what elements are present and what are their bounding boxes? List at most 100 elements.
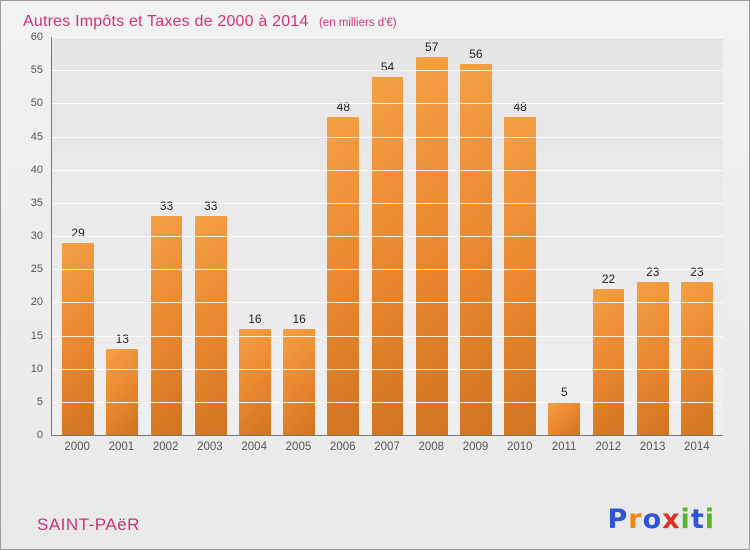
x-tick-label: 2010 bbox=[506, 441, 533, 453]
gridline bbox=[52, 269, 723, 271]
y-tick-label: 5 bbox=[36, 395, 43, 408]
bar-slot: 22 bbox=[586, 37, 630, 435]
x-tick-label: 2008 bbox=[418, 441, 445, 453]
bar-slot: 33 bbox=[189, 37, 233, 435]
y-tick-label: 25 bbox=[30, 263, 43, 276]
bar bbox=[460, 63, 492, 435]
y-tick-label: 60 bbox=[30, 31, 43, 43]
bar-value-label: 57 bbox=[425, 39, 439, 54]
bar bbox=[194, 216, 227, 435]
bar-value-label: 13 bbox=[115, 331, 129, 346]
x-tick-label: 2013 bbox=[639, 441, 666, 453]
logo-letter: i bbox=[680, 504, 691, 535]
logo-letter: P bbox=[607, 504, 629, 535]
y-tick-label: 55 bbox=[30, 64, 43, 77]
bar-value-label: 22 bbox=[601, 272, 616, 287]
gridline bbox=[52, 70, 723, 72]
x-tick-label: 2004 bbox=[241, 441, 267, 453]
bar-value-label: 56 bbox=[469, 46, 483, 61]
gridline bbox=[52, 169, 723, 171]
y-tick-label: 20 bbox=[30, 296, 43, 309]
x-tick-label: 2006 bbox=[329, 441, 356, 453]
bar bbox=[681, 282, 713, 435]
bar-value-label: 33 bbox=[159, 199, 174, 214]
chart-header: Autres Impôts et Taxes de 2000 à 2014 (e… bbox=[1, 1, 749, 31]
bar-value-label: 16 bbox=[292, 311, 306, 326]
y-tick-label: 50 bbox=[30, 97, 43, 110]
gridline bbox=[52, 37, 723, 38]
bar bbox=[415, 56, 448, 435]
gridline bbox=[52, 236, 723, 237]
bar-slot: 56 bbox=[454, 37, 498, 435]
chart-footer: SAINT-PAëR Proxiti bbox=[1, 504, 749, 535]
bar-slot: 16 bbox=[277, 37, 321, 435]
logo-letter: i bbox=[704, 504, 715, 535]
bar-slot: 23 bbox=[675, 37, 719, 435]
y-axis: 0 5 10 15 20 25 30 35 40 45 50 55 60 bbox=[17, 31, 51, 441]
y-tick-label: 10 bbox=[30, 362, 43, 375]
chart-title: Autres Impôts et Taxes de 2000 à 2014 bbox=[23, 13, 309, 30]
bar bbox=[327, 116, 360, 435]
bar-value-label: 48 bbox=[336, 99, 350, 114]
x-tick-label: 2011 bbox=[551, 441, 577, 453]
bar-slot: 23 bbox=[631, 37, 675, 435]
x-tick-label: 2001 bbox=[108, 441, 135, 453]
x-tick-label: 2003 bbox=[197, 441, 223, 453]
bar bbox=[504, 116, 537, 435]
bar-value-label: 54 bbox=[380, 59, 395, 74]
bar bbox=[239, 328, 271, 435]
x-tick-label: 2000 bbox=[64, 441, 90, 453]
bar-slot: 5 bbox=[542, 37, 586, 435]
logo-letter: o bbox=[642, 504, 663, 535]
bar-value-label: 23 bbox=[646, 265, 660, 280]
bar-slot: 13 bbox=[100, 37, 144, 435]
bar-slot: 29 bbox=[56, 37, 100, 435]
plot-wrap: 29 13 33 33 16 16 48 54 57 56 48 5 22 23 23 2000 2001 20… bbox=[51, 37, 723, 453]
bar-value-label: 23 bbox=[690, 265, 704, 280]
bar bbox=[106, 348, 139, 435]
x-tick-label: 2002 bbox=[152, 441, 179, 453]
bar-slot: 57 bbox=[410, 37, 454, 435]
gridline bbox=[52, 202, 723, 204]
y-tick-label: 35 bbox=[30, 196, 43, 209]
bar-value-label: 29 bbox=[71, 225, 85, 240]
gridline bbox=[52, 401, 723, 403]
logo-letter: t bbox=[690, 504, 705, 535]
logo-letter: x bbox=[662, 504, 681, 535]
gridline bbox=[52, 335, 723, 337]
y-tick-label: 30 bbox=[30, 230, 43, 242]
bar-slot: 16 bbox=[233, 37, 277, 435]
bar-chart: 0 5 10 15 20 25 30 35 40 45 50 55 60 29 13 33 33 16 16 48 5… bbox=[17, 31, 723, 453]
bar bbox=[636, 282, 669, 435]
place-name: SAINT-PAëR bbox=[37, 515, 140, 534]
bar-value-label: 5 bbox=[560, 384, 568, 399]
gridline bbox=[52, 136, 723, 138]
x-axis-labels: 2000 2001 2002 2003 2004 2005 2006 2007 2008 2009… bbox=[51, 441, 723, 453]
bar-slot: 33 bbox=[144, 37, 188, 435]
bar bbox=[371, 76, 404, 435]
x-tick-label: 2009 bbox=[462, 441, 489, 453]
x-tick-label: 2012 bbox=[595, 441, 622, 453]
gridline bbox=[52, 368, 723, 370]
bar-value-label: 48 bbox=[513, 99, 527, 114]
proxiti-logo[interactable]: Proxiti bbox=[607, 504, 715, 535]
y-tick-label: 40 bbox=[30, 163, 43, 176]
bar bbox=[548, 401, 581, 435]
bar bbox=[592, 289, 625, 435]
x-tick-label: 2007 bbox=[374, 441, 400, 453]
bar-value-label: 16 bbox=[248, 311, 262, 326]
logo-letter: r bbox=[628, 504, 643, 535]
chart-subtitle: (en milliers d'€) bbox=[318, 17, 397, 29]
y-tick-label: 15 bbox=[30, 329, 43, 342]
gridline bbox=[52, 103, 723, 105]
plot-area: 29 13 33 33 16 16 48 54 57 56 48 5 22 23 23 bbox=[51, 37, 723, 436]
x-tick-label: 2014 bbox=[684, 441, 710, 453]
bar bbox=[62, 242, 94, 435]
bar bbox=[150, 216, 183, 435]
x-tick-label: 2005 bbox=[285, 441, 312, 453]
bar-value-label: 33 bbox=[204, 199, 218, 214]
y-tick-label: 45 bbox=[30, 130, 43, 143]
bar bbox=[283, 328, 316, 435]
gridline bbox=[52, 302, 723, 304]
